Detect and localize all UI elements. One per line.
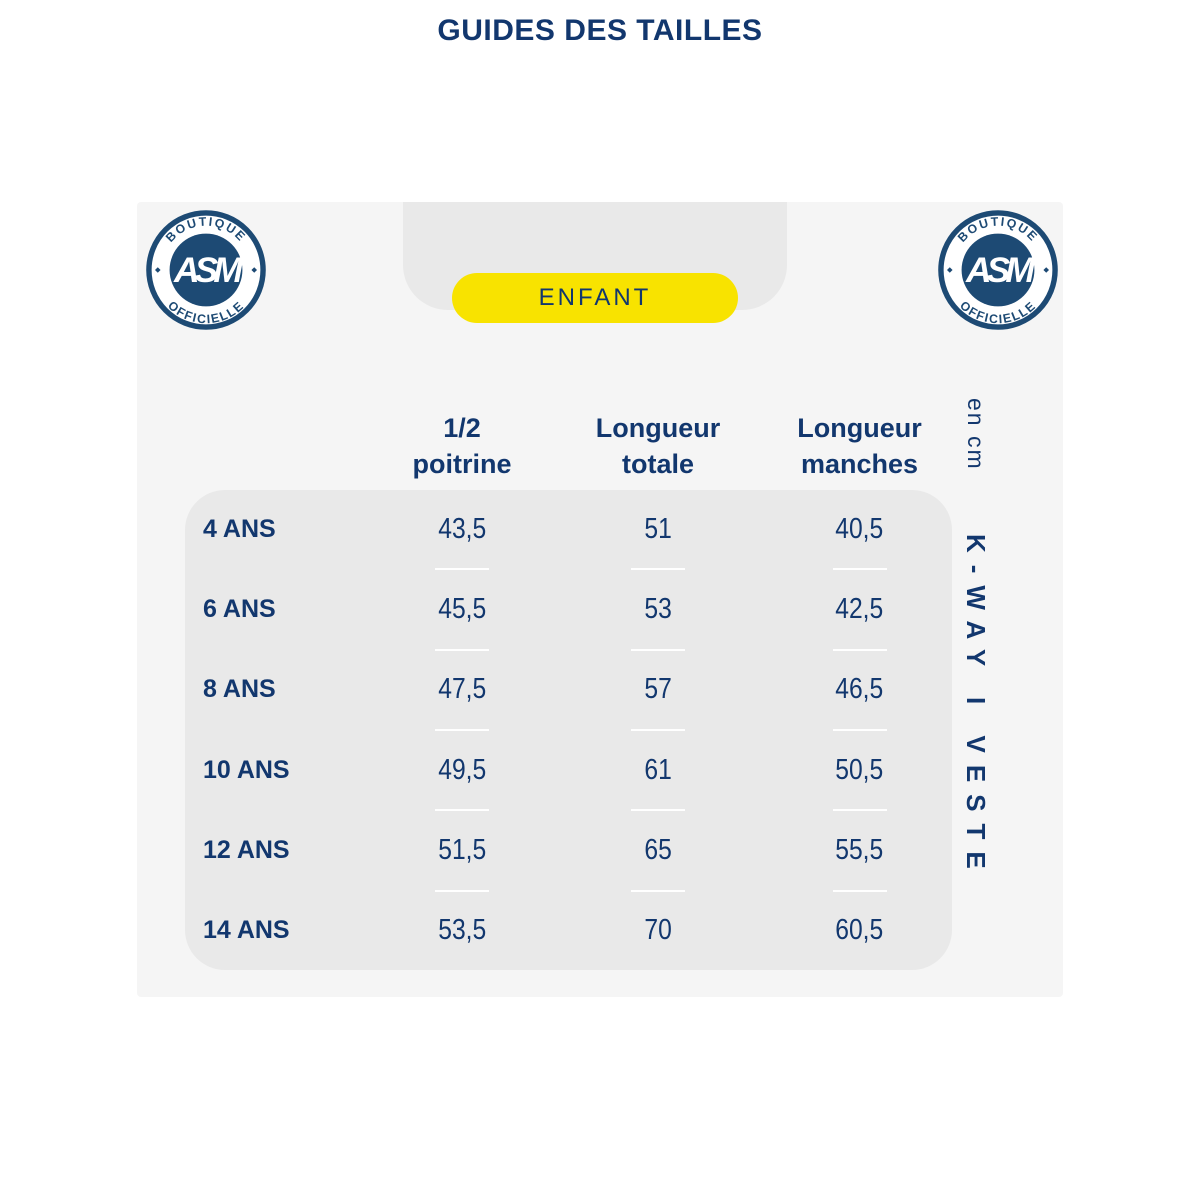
unit-label: en cm	[963, 398, 989, 471]
cell-value: 42,5	[835, 592, 884, 625]
cell-value: 46,5	[835, 673, 884, 706]
row-label: 14 ANS	[203, 916, 290, 945]
table-row-6ans: 6 ANS 45,5 53 42,5	[185, 570, 952, 648]
row-divider	[185, 568, 952, 571]
column-header-longueur-manches: Longueur manches	[797, 413, 922, 479]
cell-value: 70	[644, 914, 672, 947]
cell-value: 60,5	[835, 914, 884, 947]
row-divider	[185, 728, 952, 731]
cell-value: 61	[644, 753, 672, 786]
row-label: 12 ANS	[203, 835, 290, 864]
row-label: 8 ANS	[203, 675, 276, 704]
row-label: 4 ANS	[203, 514, 276, 543]
product-label: K-WAY I VESTE	[961, 534, 991, 881]
cell-value: 40,5	[835, 512, 884, 545]
table-row-8ans: 8 ANS 47,5 57 46,5	[185, 651, 952, 729]
table-row-12ans: 12 ANS 51,5 65 55,5	[185, 811, 952, 889]
row-label: 6 ANS	[203, 594, 276, 623]
cell-value: 50,5	[835, 753, 884, 786]
stamp-logo-icon: BOUTIQUE OFFICIELLE ASM	[146, 210, 266, 330]
cell-value: 45,5	[437, 592, 486, 625]
boutique-officielle-stamp-left: BOUTIQUE OFFICIELLE ASM	[144, 208, 268, 332]
cell-value: 43,5	[437, 512, 486, 545]
cell-value: 55,5	[835, 833, 884, 866]
column-header-longueur-totale: Longueur totale	[595, 413, 721, 479]
table-row-14ans: 14 ANS 53,5 70 60,5	[185, 892, 952, 970]
cell-value: 51	[644, 512, 672, 545]
row-divider	[185, 889, 952, 892]
asm-monogram: ASM	[965, 250, 1036, 290]
boutique-officielle-stamp-right: BOUTIQUE OFFICIELLE ASM	[936, 208, 1060, 332]
cell-value: 65	[644, 833, 672, 866]
row-divider	[185, 648, 952, 651]
page-title: GUIDES DES TAILLES	[437, 14, 763, 47]
table-row-4ans: 4 ANS 43,5 51 40,5	[185, 490, 952, 568]
category-tab-label: ENFANT	[538, 284, 652, 311]
row-label: 10 ANS	[203, 755, 290, 784]
cell-value: 53	[644, 592, 672, 625]
stamp-logo-icon: BOUTIQUE OFFICIELLE ASM	[938, 210, 1058, 330]
table-row-10ans: 10 ANS 49,5 61 50,5	[185, 731, 952, 809]
asm-monogram: ASM	[173, 250, 244, 290]
column-header-demi-poitrine: 1/2 poitrine	[412, 413, 512, 479]
size-table: 4 ANS 43,5 51 40,5 6 ANS 45,5 53 42,5 8 …	[185, 490, 952, 970]
row-divider	[185, 809, 952, 812]
cell-value: 53,5	[437, 914, 486, 947]
category-tab-enfant[interactable]: ENFANT	[452, 273, 738, 323]
column-headers: 1/2 poitrine Longueur totale Longueur ma…	[185, 402, 952, 482]
cell-value: 51,5	[437, 833, 486, 866]
cell-value: 47,5	[437, 673, 486, 706]
cell-value: 57	[644, 673, 672, 706]
cell-value: 49,5	[437, 753, 486, 786]
